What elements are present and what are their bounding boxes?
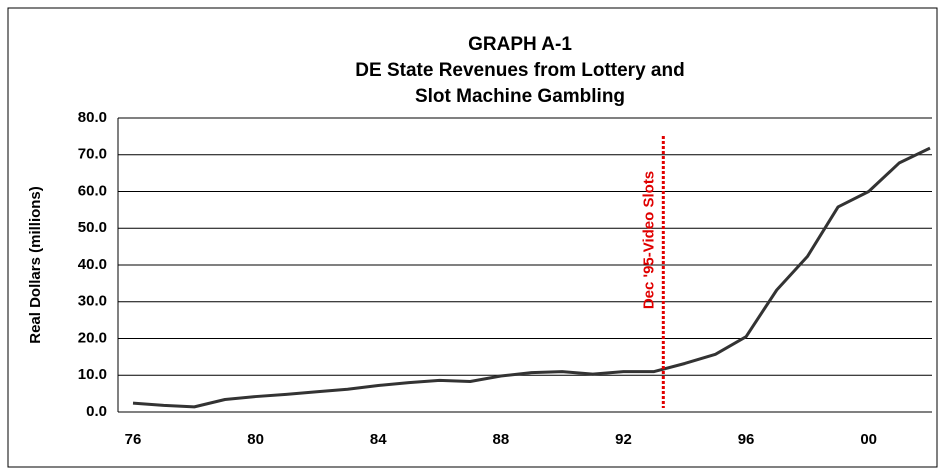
y-tick-label: 10.0 — [78, 366, 107, 383]
x-tick-label: 88 — [493, 431, 510, 448]
y-tick-label: 70.0 — [78, 146, 107, 163]
chart-title: Slot Machine Gambling — [415, 86, 625, 107]
y-axis-label: Real Dollars (millions) — [27, 186, 44, 344]
y-tick-label: 40.0 — [78, 256, 107, 273]
y-tick-label: 50.0 — [78, 219, 107, 236]
annotation-label: Dec '95-Video Slots — [640, 171, 657, 309]
x-tick-label: 80 — [247, 431, 264, 448]
y-tick-label: 0.0 — [86, 403, 107, 420]
x-tick-label: 76 — [125, 431, 142, 448]
y-tick-label: 20.0 — [78, 329, 107, 346]
y-tick-label: 80.0 — [78, 109, 107, 126]
y-tick-label: 30.0 — [78, 293, 107, 310]
chart-frame — [7, 7, 938, 468]
data-line — [132, 146, 931, 409]
x-tick-label: 84 — [370, 431, 387, 448]
chart-title: GRAPH A-1 — [468, 34, 572, 55]
x-tick-label: 00 — [860, 431, 877, 448]
chart-title: DE State Revenues from Lottery and — [355, 60, 684, 81]
y-tick-label: 60.0 — [78, 182, 107, 199]
x-tick-label: 92 — [615, 431, 632, 448]
x-tick-label: 96 — [738, 431, 755, 448]
